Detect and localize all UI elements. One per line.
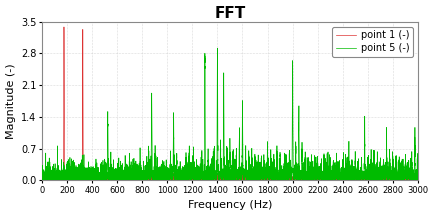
point 5 (-)	[214, 179, 219, 182]
point 1 (-)	[39, 178, 45, 181]
point 5 (-)	[279, 176, 285, 178]
point 1 (-)	[366, 178, 371, 180]
point 5 (-)	[414, 172, 420, 175]
X-axis label: Frequency (Hz): Frequency (Hz)	[188, 200, 272, 210]
Line: point 1 (-): point 1 (-)	[42, 27, 418, 180]
Line: point 5 (-): point 5 (-)	[42, 48, 418, 180]
point 5 (-)	[39, 176, 45, 179]
point 5 (-)	[377, 176, 382, 178]
point 5 (-)	[415, 161, 421, 163]
point 1 (-)	[279, 178, 285, 181]
point 1 (-)	[208, 175, 214, 177]
Title: FFT: FFT	[214, 6, 246, 21]
point 5 (-)	[410, 173, 415, 176]
point 5 (-)	[215, 47, 220, 50]
point 1 (-)	[414, 179, 420, 181]
point 1 (-)	[415, 179, 421, 181]
point 1 (-)	[61, 26, 66, 28]
Y-axis label: Magnitude (-): Magnitude (-)	[6, 63, 16, 139]
Legend: point 1 (-), point 5 (-): point 1 (-), point 5 (-)	[332, 27, 413, 57]
point 5 (-)	[208, 178, 214, 180]
point 5 (-)	[366, 177, 371, 180]
point 1 (-)	[377, 176, 382, 179]
point 1 (-)	[112, 179, 117, 182]
point 1 (-)	[410, 177, 415, 179]
